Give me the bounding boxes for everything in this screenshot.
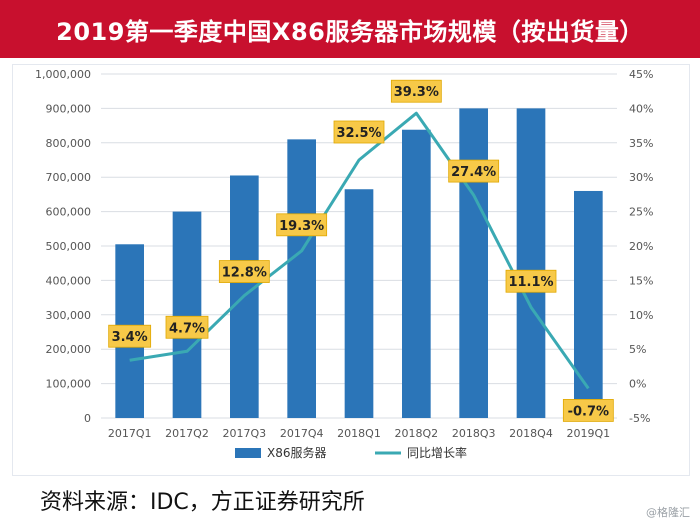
chart-canvas: 3.4% 4.7% 12.8% 19.3% 32.5% 39.3% 27.4% 11.1% -0… — [35, 68, 653, 460]
bar-series — [115, 108, 603, 419]
x-axis-tick-label: 2018Q2 — [395, 427, 439, 440]
data-label: 11.1% — [508, 275, 553, 290]
data-label: -0.7% — [568, 404, 609, 419]
right-axis-tick-label: -5% — [629, 412, 650, 425]
data-label: 3.4% — [112, 330, 148, 345]
x-axis-tick-label: 2017Q1 — [108, 427, 152, 440]
left-axis-tick-label: 700,000 — [46, 171, 92, 184]
right-axis-tick-label: 45% — [629, 68, 653, 81]
data-label-box — [276, 213, 328, 237]
right-axis-tick-label: 5% — [629, 343, 646, 356]
left-axis-tick-label: 800,000 — [46, 137, 92, 150]
right-axis-tick-label: 35% — [629, 137, 653, 150]
data-label: 27.4% — [451, 165, 496, 180]
data-label-box — [108, 324, 152, 348]
bar-2018Q2 — [402, 129, 431, 418]
bar-2019Q1 — [574, 190, 603, 418]
watermark: @格隆汇 — [646, 506, 690, 519]
x-axis-tick-label: 2017Q4 — [280, 427, 324, 440]
source-note: 资料来源：IDC，方正证券研究所 — [40, 490, 365, 515]
chart-title: 2019第一季度中国X86服务器市场规模（按出货量） — [56, 17, 644, 46]
data-labels: 3.4% 4.7% 12.8% 19.3% 32.5% 39.3% 27.4% 11.1% -0… — [108, 79, 614, 422]
right-axis-tick-label: 0% — [629, 378, 646, 391]
data-label: 12.8% — [222, 266, 267, 281]
axis-labels: 0 100,000 200,000 300,000 400,000 500,000 600,… — [35, 68, 653, 440]
left-axis-tick-label: 0 — [84, 412, 91, 425]
right-axis-tick-label: 25% — [629, 206, 653, 219]
x-axis-tick-label: 2017Q2 — [165, 427, 209, 440]
right-axis-tick-label: 40% — [629, 102, 653, 115]
left-axis-tick-label: 100,000 — [46, 378, 92, 391]
right-axis-tick-label: 20% — [629, 240, 653, 253]
left-axis-tick-label: 1,000,000 — [35, 68, 91, 81]
chart-title-banner: 2019第一季度中国X86服务器市场规模（按出货量） — [0, 0, 700, 58]
left-axis-tick-label: 200,000 — [46, 343, 92, 356]
data-label-box — [505, 269, 557, 293]
left-axis-tick-label: 300,000 — [46, 309, 92, 322]
legend-line-label: 同比增长率 — [407, 445, 467, 460]
x-axis-tick-label: 2018Q4 — [509, 427, 553, 440]
data-label: 4.7% — [169, 321, 205, 336]
bar-2018Q4 — [516, 108, 546, 419]
data-label-box — [390, 79, 442, 103]
data-label: 19.3% — [279, 219, 324, 234]
data-label-box — [562, 399, 614, 422]
left-axis-tick-label: 600,000 — [46, 206, 92, 219]
data-label-box — [448, 159, 500, 183]
x-axis-tick-label: 2019Q1 — [567, 427, 611, 440]
x-axis-tick-label: 2018Q1 — [337, 427, 381, 440]
bar-2017Q2 — [172, 211, 202, 418]
left-axis-tick-label: 500,000 — [46, 240, 92, 253]
data-label-box — [333, 120, 385, 144]
data-label: 39.3% — [394, 85, 439, 100]
x-axis-tick-label: 2018Q3 — [452, 427, 496, 440]
right-axis-tick-label: 15% — [629, 274, 653, 287]
left-axis-tick-label: 900,000 — [46, 102, 92, 115]
bar-2017Q4 — [287, 139, 316, 419]
bar-2018Q3 — [459, 108, 488, 419]
chart-panel: 3.4% 4.7% 12.8% 19.3% 32.5% 39.3% 27.4% 11.1% -0… — [12, 64, 690, 476]
data-label-box — [218, 260, 270, 283]
x-axis-tick-label: 2017Q3 — [223, 427, 267, 440]
data-label: 32.5% — [336, 126, 381, 141]
legend-bar-swatch — [235, 448, 261, 458]
bar-2018Q1 — [344, 189, 374, 418]
left-axis-tick-label: 400,000 — [46, 274, 92, 287]
data-label-box — [165, 315, 209, 339]
right-axis-tick-label: 30% — [629, 171, 653, 184]
legend-bar-label: X86服务器 — [267, 445, 327, 460]
right-axis-tick-label: 10% — [629, 309, 653, 322]
legend: X86服务器 同比增长率 — [235, 445, 467, 460]
